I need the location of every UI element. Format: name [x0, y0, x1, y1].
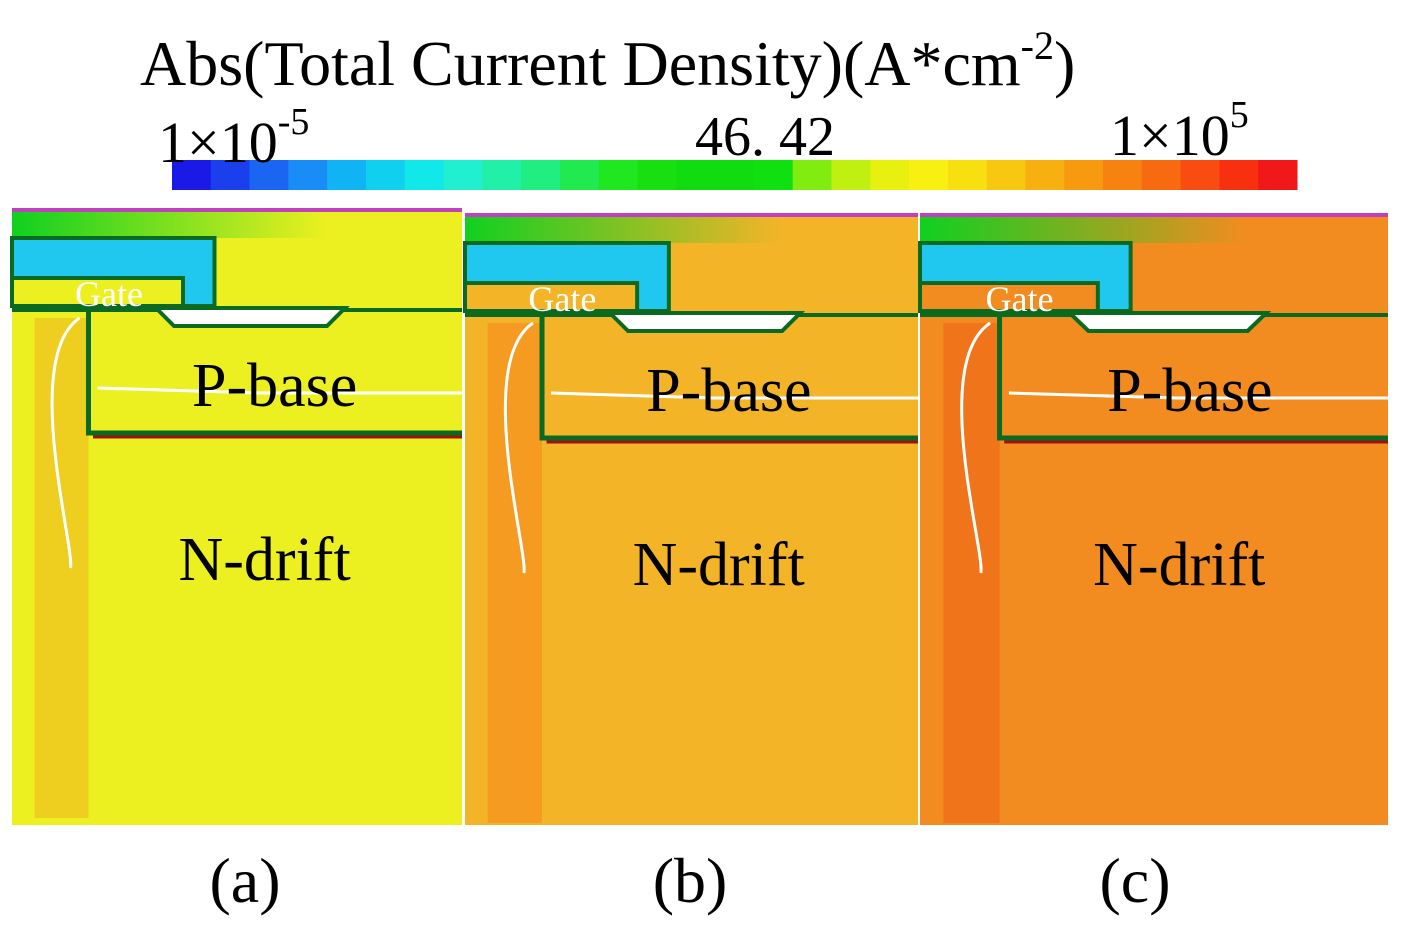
colorbar-cell: [404, 160, 445, 190]
trench-plate: [151, 306, 350, 328]
panel: Gate P-base N-drift: [918, 213, 1388, 825]
p-base-label: P-base: [646, 357, 811, 425]
colorbar-cell: [1258, 160, 1298, 190]
colorbar-cell: [559, 160, 600, 190]
panel-caption: (c): [1099, 845, 1170, 916]
colorbar-cell: [909, 160, 949, 190]
colorbar-cell: [288, 160, 328, 190]
gate: [10, 276, 185, 308]
gate: [918, 281, 1100, 313]
colorbar-cell: [482, 160, 522, 190]
panel: Gate P-base N-drift: [10, 208, 462, 825]
colorbar-max-label: 1×105: [1110, 94, 1249, 168]
panels: Gate P-base N-drift (a) Gate P-base N-drift (b)…: [10, 208, 1388, 916]
colorbar-cell: [715, 160, 755, 190]
p-base-outline: [539, 315, 918, 441]
trench-plate: [605, 311, 806, 333]
colorbar: [172, 160, 1298, 190]
colorbar-cell: [753, 160, 794, 190]
gate-label: Gate: [75, 274, 143, 314]
n-drift-label: N-drift: [633, 531, 805, 599]
panel-caption: (b): [653, 845, 728, 916]
depletion-line: [551, 391, 918, 400]
colorbar-min-label: 1×10-5: [158, 101, 309, 175]
colorbar-cell: [1180, 160, 1220, 190]
junction-line: [50, 316, 81, 569]
colorbar-cell: [870, 160, 910, 190]
colorbar-cell: [210, 160, 251, 190]
top-contact: [920, 213, 1388, 217]
colorbar-cell: [1103, 160, 1143, 190]
p-base-label: P-base: [192, 352, 357, 420]
colorbar-cell: [1141, 160, 1182, 190]
mid-region: [34, 318, 89, 818]
junction-line: [960, 321, 992, 574]
trench-plate: [1064, 311, 1272, 333]
colorbar-cell: [676, 160, 716, 190]
junction-line: [503, 321, 534, 574]
title: Abs(Total Current Density)(A*cm-2): [140, 23, 1075, 99]
colorbar-cell: [986, 160, 1026, 190]
n-drift-label: N-drift: [179, 526, 351, 594]
colorbar-cell: [249, 160, 289, 190]
colorbar-cell: [831, 160, 871, 190]
oxide-strip: [12, 212, 327, 238]
p-base-outline: [86, 310, 462, 436]
depletion-line: [97, 386, 462, 395]
colorbar-cell: [598, 160, 639, 190]
p-base-label: P-base: [1107, 357, 1272, 425]
colorbar-cell: [1064, 160, 1104, 190]
top-contact: [12, 208, 462, 212]
n-drift-label: N-drift: [1093, 531, 1265, 599]
colorbar-cell: [947, 160, 988, 190]
colorbar-cell: [792, 160, 832, 190]
colorbar-cell: [365, 160, 406, 190]
colorbar-mid-label: 46. 42: [695, 106, 835, 168]
colorbar-cell: [1025, 160, 1065, 190]
panel: Gate P-base N-drift: [463, 213, 918, 825]
mid-region: [487, 323, 543, 823]
mid-region: [943, 323, 1000, 823]
depletion-line: [1008, 391, 1388, 400]
colorbar-cell: [521, 160, 561, 190]
oxide-strip: [465, 217, 783, 243]
gate-label: Gate: [986, 279, 1054, 319]
gate-label: Gate: [528, 279, 596, 319]
colorbar-cell: [443, 160, 483, 190]
colorbar-cell: [637, 160, 677, 190]
colorbar-cell: [1219, 160, 1259, 190]
p-base-outline: [997, 315, 1388, 441]
gate: [463, 281, 640, 313]
colorbar-cell: [327, 160, 367, 190]
colorbar-cell: [172, 160, 212, 190]
oxide-strip: [920, 217, 1248, 243]
panel-caption: (a): [209, 845, 280, 916]
top-contact: [465, 213, 918, 217]
